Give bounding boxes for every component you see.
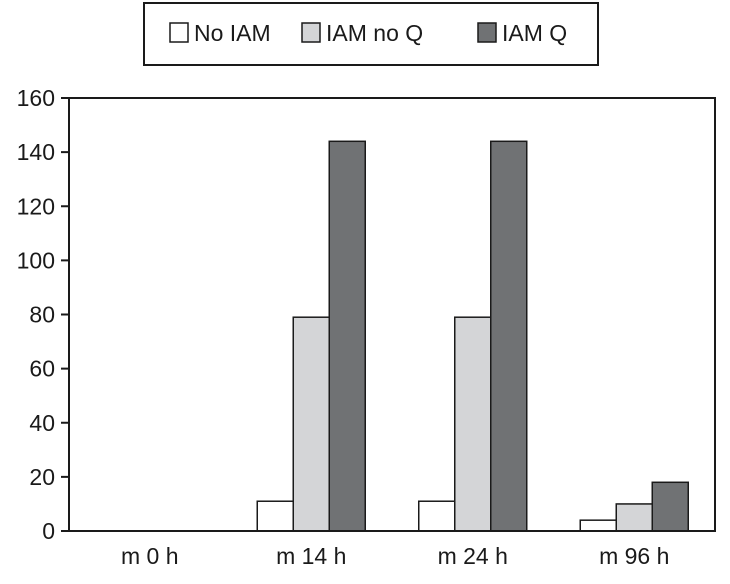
x-category-label: m 24 h [438, 543, 508, 569]
x-category-label: m 14 h [276, 543, 346, 569]
legend-swatch [477, 22, 497, 43]
x-category-label: m 96 h [599, 543, 669, 569]
bar-iam-no-q-m-24-h [454, 316, 492, 532]
y-tick-label: 40 [29, 410, 55, 436]
legend-swatch [301, 22, 321, 43]
bar-no-iam-m-14-h [256, 500, 294, 532]
x-category-label: m 0 h [121, 543, 179, 569]
plot-frame [68, 97, 716, 532]
bar-iam-no-q-m-96-h [615, 503, 653, 532]
y-tick-label: 20 [29, 464, 55, 490]
bars-group [256, 140, 689, 532]
legend-label: IAM no Q [326, 20, 423, 46]
legend-box [143, 2, 599, 66]
legend-label: IAM Q [502, 20, 567, 46]
y-tick-label: 100 [17, 247, 55, 273]
bar-iam-no-q-m-14-h [292, 316, 330, 532]
legend-label: No IAM [194, 20, 271, 46]
x-axis: m 0 h m 14 h m 24 h m 96 h [121, 543, 669, 569]
legend: No IAM IAM no Q IAM Q [143, 2, 599, 66]
y-tick-label: 60 [29, 356, 55, 382]
bar-iam-q-m-14-h [328, 140, 366, 532]
y-tick-label: 160 [17, 85, 55, 111]
y-axis: 0 20 40 60 80 100 120 140 160 [17, 85, 69, 544]
y-tick-label: 140 [17, 139, 55, 165]
legend-swatch [169, 22, 189, 43]
y-tick-label: 0 [42, 518, 55, 544]
bar-no-iam-m-24-h [418, 500, 456, 532]
bar-iam-q-m-96-h [651, 481, 689, 532]
bar-iam-q-m-24-h [490, 140, 528, 532]
y-tick-label: 80 [29, 302, 55, 328]
bar-no-iam-m-96-h [579, 519, 617, 532]
y-tick-label: 120 [17, 193, 55, 219]
